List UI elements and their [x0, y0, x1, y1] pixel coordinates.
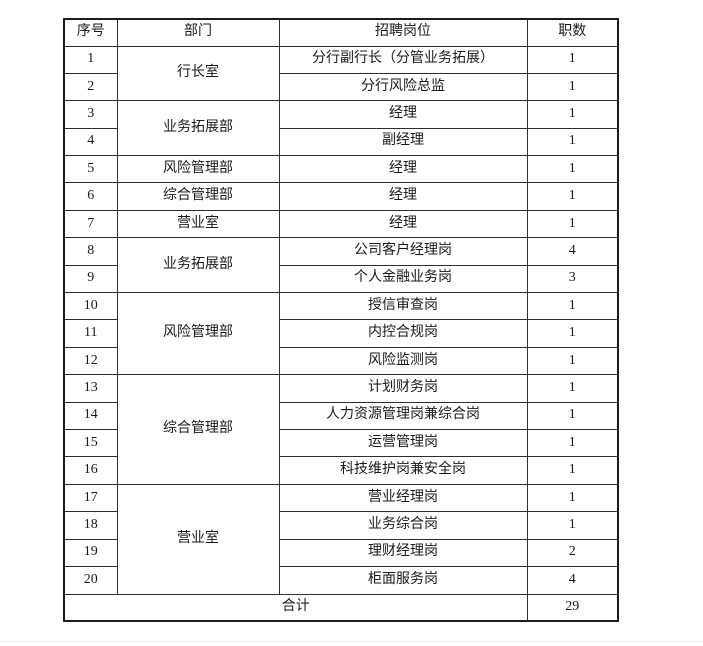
row-number-cell: 6 [63, 182, 118, 211]
header-cell-position: 招聘岗位 [278, 18, 528, 47]
total-label-cell: 合计 [63, 593, 528, 622]
department-cell: 综合管理部 [116, 182, 280, 211]
table-row: 1 行长室 分行副行长（分管业务拓展） 1 [63, 45, 619, 102]
position-cell: 经理 [278, 155, 528, 184]
table-row: 7 营业室 经理 1 [63, 209, 619, 239]
total-row: 合计 29 [63, 593, 619, 622]
table-row: 19 理财经理岗 2 [63, 538, 619, 567]
headcount-cell: 1 [526, 456, 619, 485]
position-cell: 风险监测岗 [278, 346, 528, 376]
table-row: 3 业务拓展部 经理 1 [63, 100, 619, 157]
row-number-cell: 7 [63, 209, 118, 239]
row-number-cell: 19 [63, 538, 118, 567]
header-cell-no: 序号 [63, 18, 118, 47]
position-cell: 副经理 [278, 127, 528, 157]
header-row: 序号 部门 招聘岗位 职数 [63, 18, 619, 47]
headcount-cell: 1 [526, 155, 619, 184]
headcount-cell: 4 [526, 565, 619, 595]
row-number-cell: 2 [63, 72, 118, 102]
headcount-cell: 1 [526, 346, 619, 376]
table-row: 12 风险监测岗 1 [63, 346, 619, 376]
headcount-cell: 1 [526, 209, 619, 239]
header-cell-dept: 部门 [116, 18, 280, 47]
department-cell: 风险管理部 [116, 155, 280, 184]
total-value-cell: 29 [526, 593, 619, 622]
table-row: 2 分行风险总监 1 [63, 72, 619, 102]
headcount-cell: 1 [526, 72, 619, 102]
row-number-cell: 18 [63, 511, 118, 540]
department-cell: 营业室 [116, 483, 280, 595]
page-bottom-divider [0, 641, 703, 642]
table-row: 6 综合管理部 经理 1 [63, 182, 619, 211]
row-number-cell: 1 [63, 45, 118, 74]
position-cell: 经理 [278, 209, 528, 239]
row-number-cell: 8 [63, 237, 118, 266]
position-cell: 授信审查岗 [278, 292, 528, 321]
headcount-cell: 1 [526, 100, 619, 129]
department-cell: 业务拓展部 [116, 237, 280, 294]
table-row: 13 综合管理部 计划财务岗 1 [63, 374, 619, 485]
table-body: 1 行长室 分行副行长（分管业务拓展） 1 2 分行风险总监 1 3 业务拓展部 经理 1 4 副经理 1… [63, 45, 619, 595]
position-cell: 业务综合岗 [278, 511, 528, 540]
position-cell: 运营管理岗 [278, 428, 528, 458]
table-row: 17 营业室 营业经理岗 1 [63, 483, 619, 595]
position-cell: 个人金融业务岗 [278, 264, 528, 294]
table-row: 9 个人金融业务岗 3 [63, 264, 619, 294]
row-number-cell: 15 [63, 428, 118, 458]
headcount-cell: 1 [526, 182, 619, 211]
table-row: 15 运营管理岗 1 [63, 428, 619, 458]
position-cell: 计划财务岗 [278, 374, 528, 403]
headcount-cell: 1 [526, 483, 619, 513]
headcount-cell: 1 [526, 127, 619, 157]
row-number-cell: 3 [63, 100, 118, 129]
row-number-cell: 17 [63, 483, 118, 513]
row-number-cell: 13 [63, 374, 118, 403]
headcount-cell: 1 [526, 428, 619, 458]
row-number-cell: 12 [63, 346, 118, 376]
department-cell: 营业室 [116, 209, 280, 239]
headcount-cell: 1 [526, 401, 619, 430]
table-row: 5 风险管理部 经理 1 [63, 155, 619, 184]
headcount-cell: 1 [526, 292, 619, 321]
position-cell: 理财经理岗 [278, 538, 528, 567]
position-cell: 经理 [278, 100, 528, 129]
table-row: 11 内控合规岗 1 [63, 319, 619, 348]
position-cell: 分行风险总监 [278, 72, 528, 102]
table-row: 10 风险管理部 授信审查岗 1 [63, 292, 619, 376]
department-cell: 风险管理部 [116, 292, 280, 376]
headcount-cell: 2 [526, 538, 619, 567]
department-cell: 业务拓展部 [116, 100, 280, 157]
position-cell: 经理 [278, 182, 528, 211]
row-number-cell: 10 [63, 292, 118, 321]
position-cell: 科技维护岗兼安全岗 [278, 456, 528, 485]
table-footer: 合计 29 [63, 593, 619, 622]
department-cell: 行长室 [116, 45, 280, 102]
row-number-cell: 16 [63, 456, 118, 485]
table-header: 序号 部门 招聘岗位 职数 [63, 18, 619, 47]
row-number-cell: 4 [63, 127, 118, 157]
position-cell: 柜面服务岗 [278, 565, 528, 595]
row-number-cell: 9 [63, 264, 118, 294]
recruitment-table: 序号 部门 招聘岗位 职数 1 行长室 分行副行长（分管业务拓展） 1 2 分行风险总监 1… [63, 18, 619, 622]
row-number-cell: 11 [63, 319, 118, 348]
headcount-cell: 1 [526, 511, 619, 540]
headcount-cell: 1 [526, 374, 619, 403]
row-number-cell: 5 [63, 155, 118, 184]
headcount-cell: 4 [526, 237, 619, 266]
headcount-cell: 3 [526, 264, 619, 294]
headcount-cell: 1 [526, 319, 619, 348]
table-row: 18 业务综合岗 1 [63, 511, 619, 540]
position-cell: 营业经理岗 [278, 483, 528, 513]
row-number-cell: 14 [63, 401, 118, 430]
row-number-cell: 20 [63, 565, 118, 595]
table-row: 8 业务拓展部 公司客户经理岗 4 [63, 237, 619, 294]
table-row: 14 人力资源管理岗兼综合岗 1 [63, 401, 619, 430]
position-cell: 公司客户经理岗 [278, 237, 528, 266]
position-cell: 分行副行长（分管业务拓展） [278, 45, 528, 74]
position-cell: 人力资源管理岗兼综合岗 [278, 401, 528, 430]
position-cell: 内控合规岗 [278, 319, 528, 348]
department-cell: 综合管理部 [116, 374, 280, 485]
headcount-cell: 1 [526, 45, 619, 74]
header-cell-count: 职数 [526, 18, 619, 47]
